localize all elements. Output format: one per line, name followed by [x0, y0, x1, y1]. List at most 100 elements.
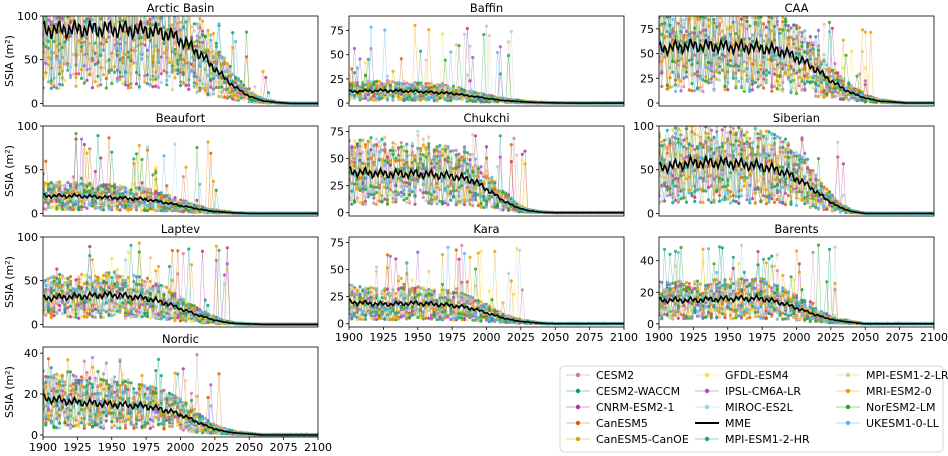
- data-point: [742, 69, 746, 73]
- data-point: [222, 70, 227, 74]
- data-point: [192, 40, 196, 44]
- data-point: [847, 98, 851, 102]
- data-point: [871, 100, 876, 104]
- data-point: [734, 76, 738, 80]
- y-tick-label: 0: [31, 97, 38, 110]
- data-point: [693, 26, 697, 30]
- data-point: [704, 79, 708, 83]
- data-point: [350, 67, 354, 71]
- data-point: [734, 63, 738, 67]
- data-point: [723, 84, 727, 88]
- data-point: [363, 94, 368, 98]
- data-point: [115, 53, 119, 57]
- data-point: [750, 40, 755, 44]
- data-point: [715, 6, 718, 9]
- data-point: [118, 208, 122, 212]
- data-point: [750, 16, 755, 20]
- data-point: [761, 71, 766, 76]
- data-point: [778, 27, 782, 31]
- data-point: [728, 64, 733, 68]
- data-point: [822, 58, 826, 62]
- data-point: [786, 77, 790, 81]
- data-point: [440, 96, 445, 100]
- data-point: [715, 25, 719, 29]
- data-point: [46, 18, 51, 22]
- data-point: [704, 16, 708, 18]
- data-point: [498, 45, 502, 49]
- axes-frame: [348, 15, 625, 107]
- data-point: [383, 82, 387, 86]
- data-point: [498, 96, 502, 100]
- data-point: [220, 55, 224, 59]
- data-point: [679, 79, 683, 83]
- data-point: [264, 75, 268, 80]
- data-point: [759, 16, 763, 19]
- series-line-mpi-esm1-2-lr: [44, 16, 318, 104]
- data-point: [863, 30, 867, 34]
- data-point: [698, 88, 702, 92]
- data-point: [363, 83, 368, 87]
- data-point: [682, 68, 686, 72]
- data-point: [671, 17, 675, 21]
- data-point: [374, 79, 379, 83]
- data-point: [170, 88, 174, 92]
- data-point: [737, 7, 740, 10]
- data-point: [41, 10, 44, 13]
- data-point: [803, 29, 807, 33]
- data-point: [85, 54, 89, 59]
- data-point: [203, 59, 207, 63]
- data-point: [869, 95, 873, 99]
- data-point: [673, 60, 678, 64]
- data-point: [717, 65, 722, 69]
- y-tick-label: 50: [24, 54, 38, 67]
- data-point: [767, 27, 771, 31]
- data-point: [137, 85, 141, 89]
- data-point: [745, 40, 749, 44]
- data-point: [206, 28, 210, 32]
- data-point: [192, 22, 196, 26]
- data-point: [377, 94, 381, 98]
- data-point: [860, 28, 865, 32]
- data-point: [783, 35, 788, 39]
- data-point: [214, 85, 218, 90]
- data-point: [110, 81, 114, 86]
- data-point: [427, 96, 431, 101]
- data-point: [833, 61, 837, 66]
- data-point: [731, 24, 735, 28]
- series-line-cesm2-waccm: [43, 16, 318, 104]
- data-point: [739, 70, 744, 74]
- data-point: [85, 68, 89, 72]
- data-point: [176, 199, 180, 204]
- data-point: [410, 83, 414, 87]
- data-point: [383, 28, 387, 32]
- data-point: [187, 87, 191, 91]
- data-point: [822, 53, 826, 57]
- data-point: [77, 0, 80, 3]
- y-tick-label: 50: [330, 49, 344, 62]
- data-point: [732, 9, 735, 12]
- data-point: [140, 208, 144, 212]
- data-point: [189, 35, 194, 39]
- data-point: [129, 2, 132, 5]
- data-point: [112, 22, 117, 27]
- data-point: [410, 94, 414, 98]
- data-point: [811, 74, 815, 78]
- plot-area: [659, 6, 934, 105]
- data-point: [761, 21, 766, 26]
- data-point: [68, 65, 73, 69]
- data-point: [228, 67, 232, 72]
- data-point: [99, 83, 103, 87]
- data-point: [129, 86, 133, 90]
- data-point: [797, 82, 801, 86]
- data-point: [102, 8, 105, 11]
- data-point: [781, 63, 785, 68]
- data-point: [679, 30, 683, 34]
- data-point: [731, 73, 735, 77]
- data-point: [123, 70, 128, 74]
- data-point: [666, 8, 669, 11]
- data-point: [189, 62, 194, 66]
- data-point: [170, 207, 174, 211]
- data-point: [159, 81, 163, 85]
